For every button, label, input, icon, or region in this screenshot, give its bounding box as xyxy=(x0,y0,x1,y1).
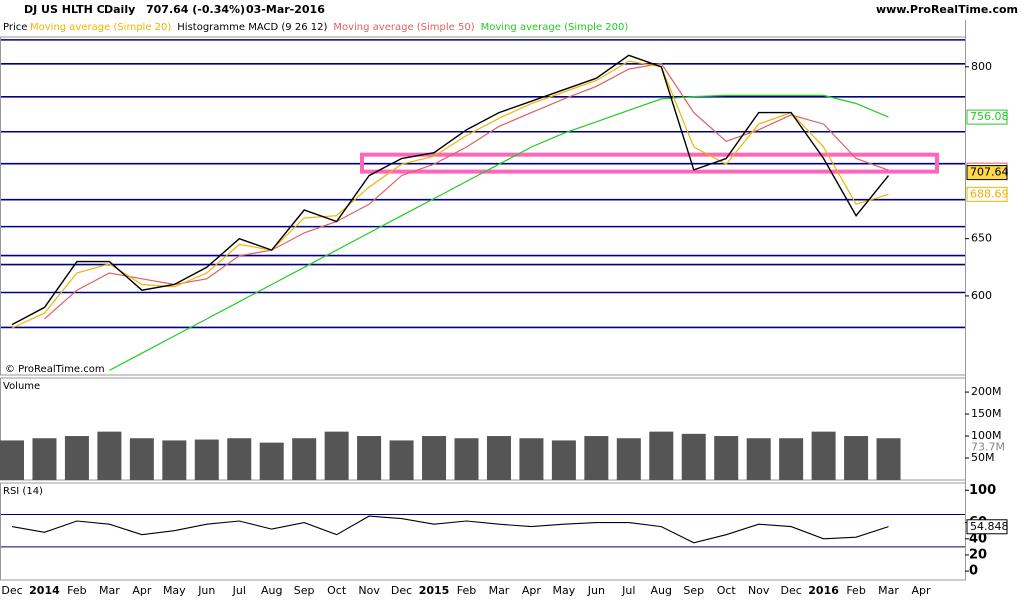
panel-label: Volume xyxy=(3,381,40,392)
volume-bar xyxy=(162,440,187,480)
x-tick-label: Nov xyxy=(358,584,380,597)
value-tag xyxy=(966,165,1008,181)
watermark: © ProRealTime.com xyxy=(5,364,105,375)
x-tick-label: Aug xyxy=(261,584,282,597)
x-tick-label: Sep xyxy=(294,584,315,597)
volume-bar xyxy=(551,440,576,480)
x-tick-label: Feb xyxy=(846,584,865,597)
legend-extra: Histogramme MACD (9 26 12) xyxy=(177,22,327,33)
x-tick-label: Jul xyxy=(232,584,246,597)
panel-label: RSI (14) xyxy=(3,486,43,497)
value-tag xyxy=(966,519,1008,535)
value-tag-label: 73.7M xyxy=(971,441,1005,454)
volume-bar xyxy=(32,438,57,480)
x-tick-label: Dec xyxy=(1,584,22,597)
volume-bar xyxy=(746,438,771,480)
y-tick-label: 50M xyxy=(971,451,995,464)
series-line xyxy=(109,94,889,371)
volume-bar xyxy=(259,442,284,480)
series-line xyxy=(11,60,889,329)
y-tick-label: 650 xyxy=(971,232,992,245)
volume-bar xyxy=(194,439,219,480)
volume-bar xyxy=(486,436,511,480)
volume-bar xyxy=(876,438,901,480)
y-tick-label: 600 xyxy=(971,289,992,302)
value-tag-label: 756.08 xyxy=(970,110,1009,123)
period: Daily xyxy=(104,3,135,16)
symbol: DJ US HLTH C xyxy=(24,3,105,16)
x-tick-label: Jun xyxy=(587,584,605,597)
series-line xyxy=(11,54,890,326)
volume-bar xyxy=(357,436,382,480)
volume-bar xyxy=(64,436,89,480)
volume-bar xyxy=(616,438,641,480)
x-tick-label: Jul xyxy=(621,584,635,597)
x-tick-label: Nov xyxy=(748,584,770,597)
x-tick-label: Apr xyxy=(132,584,152,597)
y-tick-label: 20 xyxy=(969,547,987,562)
volume-bar xyxy=(324,431,349,480)
volume-bar xyxy=(97,431,122,480)
x-tick-label: Mar xyxy=(99,584,120,597)
value-tag-label: 54.848 xyxy=(970,520,1009,533)
volume-bar xyxy=(714,436,739,480)
last-price: 707.64 (-0.34%) xyxy=(146,3,245,16)
volume-bar xyxy=(0,440,24,480)
x-tick-label: Apr xyxy=(522,584,542,597)
y-tick-label: 200M xyxy=(971,385,1002,398)
volume-bar xyxy=(811,431,836,480)
x-tick-label: May xyxy=(553,584,576,597)
panel-label: Price xyxy=(3,22,27,33)
y-tick-label: 150M xyxy=(971,407,1002,420)
volume-bar xyxy=(649,431,674,480)
volume-bar xyxy=(129,438,154,480)
x-tick-label: 2014 xyxy=(29,584,60,597)
volume-bar xyxy=(519,438,544,480)
x-tick-label: Dec xyxy=(780,584,801,597)
legend-item: Moving average (Simple 50) xyxy=(333,22,474,33)
volume-bar xyxy=(227,438,252,480)
x-tick-label: Sep xyxy=(683,584,704,597)
volume-bar xyxy=(779,438,804,480)
volume-bar xyxy=(681,433,706,480)
x-tick-label: 2016 xyxy=(808,584,839,597)
y-tick-label: 100 xyxy=(969,483,996,498)
x-tick-label: Aug xyxy=(651,584,672,597)
y-tick-label: 0 xyxy=(969,564,978,579)
rsi-line xyxy=(11,515,889,544)
y-tick-label: 100M xyxy=(971,429,1002,442)
x-tick-label: Oct xyxy=(327,584,347,597)
x-tick-label: Mar xyxy=(489,584,510,597)
value-tag-label: 688.69 xyxy=(970,187,1009,200)
volume-bar xyxy=(844,436,869,480)
x-tick-label: Mar xyxy=(878,584,899,597)
legend-item: Moving average (Simple 20) xyxy=(30,22,171,33)
volume-bar xyxy=(292,438,317,480)
x-tick-label: Dec xyxy=(391,584,412,597)
legend-item: Moving average (Simple 200) xyxy=(481,22,629,33)
value-tag xyxy=(966,109,1008,125)
date: 03-Mar-2016 xyxy=(246,3,325,16)
volume-bar xyxy=(422,436,447,480)
y-tick-label: 800 xyxy=(971,60,992,73)
value-tag-label: 707.64 xyxy=(970,166,1009,179)
site: www.ProRealTime.com xyxy=(876,3,1018,16)
volume-bar xyxy=(584,436,609,480)
x-tick-label: Feb xyxy=(457,584,476,597)
x-tick-label: Feb xyxy=(67,584,86,597)
x-tick-label: Oct xyxy=(717,584,737,597)
volume-bar xyxy=(389,440,414,480)
zone xyxy=(360,152,939,174)
volume-bar xyxy=(454,438,479,480)
x-tick-label: May xyxy=(163,584,186,597)
x-tick-label: 2015 xyxy=(419,584,450,597)
value-tag xyxy=(966,186,1008,202)
y-tick-label: 40 xyxy=(969,531,987,546)
x-tick-label: Jun xyxy=(197,584,215,597)
x-tick-label: Apr xyxy=(911,584,931,597)
